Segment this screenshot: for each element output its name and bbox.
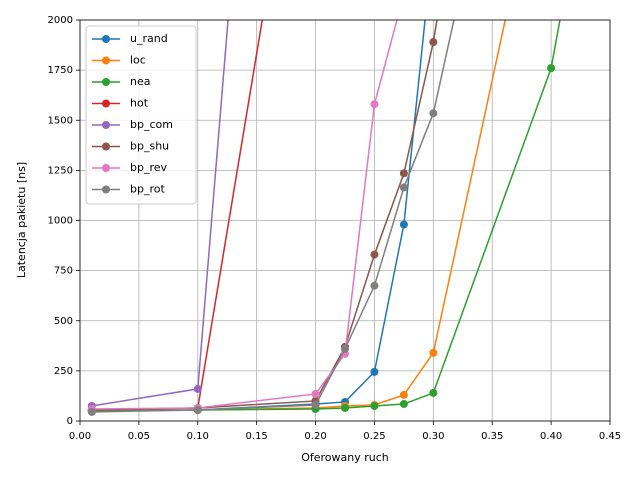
y-tick-label: 500 [54,316,73,327]
x-tick-label: 0.20 [304,431,326,442]
data-point [87,407,96,416]
legend-label: bp_shu [130,140,169,153]
data-point [341,344,349,353]
legend-label: bp_rev [130,161,168,174]
y-tick-label: 250 [54,366,73,377]
legend-marker [102,164,110,172]
legend-label: hot [130,97,149,110]
data-point [193,405,202,414]
x-tick-label: 0.40 [540,431,562,442]
y-tick-label: 2000 [48,15,73,26]
series-line [91,20,455,413]
y-axis-label: Latencja pakietu [ns] [15,162,28,278]
data-point [399,169,408,178]
plot-area [87,20,561,416]
data-point [311,400,320,409]
x-tick-label: 0.25 [363,431,385,442]
y-tick-label: 0 [67,416,73,427]
series-line [91,20,438,411]
data-point [370,401,379,410]
x-tick-label: 0.10 [187,431,209,442]
x-tick-label: 0.30 [422,431,444,442]
legend-label: bp_rot [130,183,165,196]
x-tick-label: 0.45 [599,431,621,442]
data-point [399,399,408,408]
data-point [429,388,438,397]
legend-box [85,25,197,205]
y-tick-label: 1000 [48,216,73,227]
legend-marker [102,78,110,86]
legend-marker [102,185,110,194]
data-point [370,100,379,109]
data-point [370,250,379,259]
data-point [311,389,320,398]
legend-label: bp_com [130,118,173,131]
x-tick-label: 0.00 [69,431,91,442]
data-point [547,64,556,73]
data-point [399,183,408,192]
data-point [370,367,379,376]
data-point [399,220,408,229]
legend-label: u_rand [130,32,168,45]
data-point [399,390,408,399]
legend-marker [102,121,110,129]
data-point [341,403,349,412]
x-axis-label: Oferowany ruch [301,451,389,464]
plot-frame [79,19,611,422]
x-tick-label: 0.15 [246,431,268,442]
legend-label: loc [130,54,146,67]
data-point [429,109,438,118]
y-tick-label: 1750 [48,65,73,76]
x-tick-label: 0.35 [481,431,503,442]
y-tick-label: 1500 [48,115,73,126]
y-tick-label: 1250 [48,165,73,176]
legend-label: nea [130,75,150,88]
data-point [193,384,202,393]
x-tick-label: 0.05 [128,431,150,442]
legend-marker [102,35,110,43]
data-point [370,281,379,290]
legend-marker [102,99,110,108]
series-line [91,20,398,410]
legend-marker [102,142,110,151]
data-point [429,38,438,47]
data-point [429,348,438,357]
y-tick-label: 750 [54,266,73,277]
legend-marker [102,56,110,65]
